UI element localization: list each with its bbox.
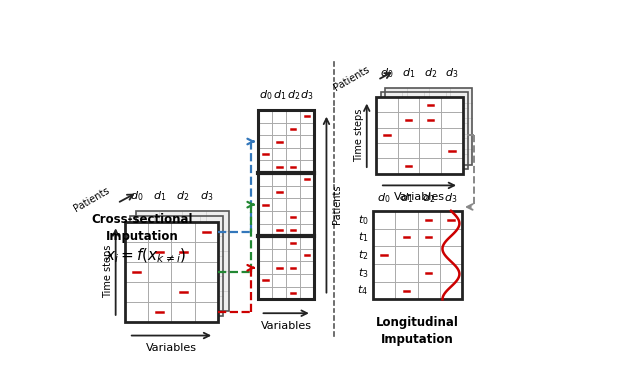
Text: $d_2$: $d_2$: [177, 189, 189, 203]
Text: $d_3$: $d_3$: [200, 189, 213, 203]
Bar: [259, 110, 314, 300]
Text: $d_0$: $d_0$: [378, 191, 391, 205]
Text: $d_1$: $d_1$: [153, 189, 166, 203]
Bar: [385, 88, 472, 165]
Bar: [376, 97, 463, 174]
Text: Variables: Variables: [260, 321, 312, 331]
Text: $d_2$: $d_2$: [424, 66, 437, 80]
Text: Patients: Patients: [72, 185, 111, 213]
Bar: [381, 92, 467, 169]
Text: $d_2$: $d_2$: [287, 89, 300, 102]
Text: $d_3$: $d_3$: [444, 191, 458, 205]
Text: $t_3$: $t_3$: [358, 266, 368, 280]
Text: $d_1$: $d_1$: [400, 191, 413, 205]
Bar: [376, 97, 463, 174]
Text: $t_0$: $t_0$: [358, 213, 368, 227]
Text: $d_0$: $d_0$: [259, 89, 272, 102]
Bar: [136, 211, 229, 311]
Text: $d_2$: $d_2$: [422, 191, 435, 205]
Bar: [373, 211, 462, 300]
Text: $x_i = f(x_{k\neq i})$: $x_i = f(x_{k\neq i})$: [106, 247, 186, 266]
Text: Longitudinal
Imputation: Longitudinal Imputation: [376, 316, 459, 346]
Bar: [136, 211, 229, 311]
Text: $d_1$: $d_1$: [402, 66, 415, 80]
Text: Variables: Variables: [394, 191, 445, 202]
Bar: [381, 92, 467, 169]
Text: $d_3$: $d_3$: [445, 66, 459, 80]
Bar: [125, 222, 218, 322]
Text: Cross-sectional
Imputation: Cross-sectional Imputation: [92, 213, 193, 243]
Text: $d_1$: $d_1$: [273, 89, 286, 102]
Bar: [373, 211, 462, 300]
Text: $d_0$: $d_0$: [130, 189, 143, 203]
Text: $d_3$: $d_3$: [300, 89, 314, 102]
Bar: [259, 110, 314, 300]
Text: Time steps: Time steps: [102, 245, 113, 298]
Text: Variables: Variables: [146, 343, 197, 353]
Bar: [131, 216, 223, 316]
Text: Time steps: Time steps: [354, 109, 364, 162]
Bar: [385, 88, 472, 165]
Text: $t_2$: $t_2$: [358, 248, 368, 262]
Text: $d_0$: $d_0$: [380, 66, 394, 80]
Text: Patients: Patients: [332, 64, 371, 92]
Bar: [131, 216, 223, 316]
Text: $t_4$: $t_4$: [357, 284, 368, 298]
Text: $t_1$: $t_1$: [358, 230, 368, 244]
Bar: [125, 222, 218, 322]
Text: Patients: Patients: [332, 185, 342, 224]
